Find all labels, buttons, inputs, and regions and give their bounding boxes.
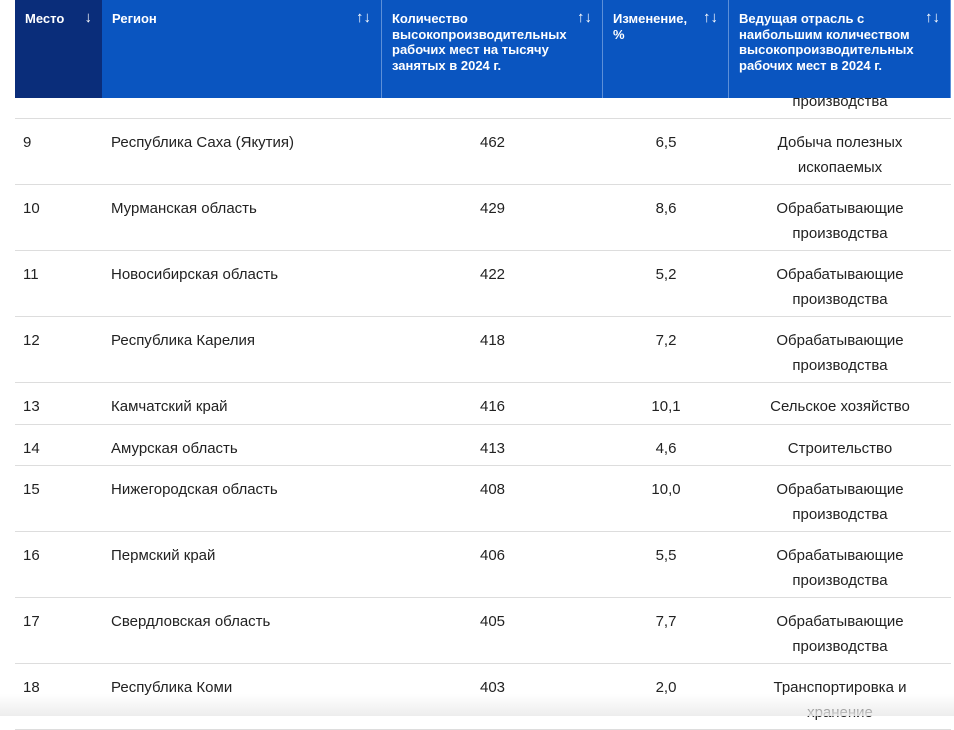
cell-region: Амурская область — [111, 439, 238, 457]
column-label: Место — [25, 11, 65, 26]
cell-region: Камчатский край — [111, 398, 228, 415]
cell-industry: Обрабатывающие производства — [776, 332, 904, 374]
cell-rank: 9 — [23, 134, 32, 151]
sort-icon[interactable]: ↑↓ — [356, 9, 371, 26]
table-body: Обрабатывающие производства 9 Республика … — [15, 53, 951, 730]
table-row: 17 Свердловская область 405 7,7 Обрабатывающ… — [15, 598, 951, 664]
column-header-change[interactable]: Изменение, % ↑↓ — [603, 0, 729, 98]
column-label: Изменение, % — [613, 11, 688, 42]
table-row: 13 Камчатский край 416 10,1 Сельское хозяйст… — [15, 383, 951, 425]
cell-industry: Добыча полезных ископаемых — [777, 134, 903, 176]
cell-change: 10,0 — [651, 481, 681, 498]
cell-rank: 17 — [23, 613, 40, 630]
cell-rank: 16 — [23, 547, 40, 564]
column-header-count[interactable]: Количество высокопроизводительных рабочи… — [382, 0, 603, 98]
cell-change: 8,6 — [655, 200, 677, 217]
cell-count: 408 — [479, 481, 506, 498]
cell-industry: Строительство — [787, 439, 893, 457]
cell-region: Республика Карелия — [111, 332, 255, 349]
cell-count: 405 — [479, 613, 506, 630]
cell-industry: Обрабатывающие производства — [776, 266, 904, 308]
cell-rank: 10 — [23, 200, 40, 217]
cell-region: Свердловская область — [111, 613, 271, 630]
scroll-fade — [0, 694, 954, 716]
column-header-rank[interactable]: Место ↓ — [15, 0, 102, 98]
cell-rank: 12 — [23, 332, 40, 349]
cell-industry: Обрабатывающие производства — [776, 547, 904, 589]
table-row: 12 Республика Карелия 418 7,2 Обрабатывающие… — [15, 317, 951, 383]
cell-industry: Обрабатывающие производства — [776, 481, 904, 523]
column-header-industry[interactable]: Ведущая отрасль с наибольшим количеством… — [729, 0, 951, 98]
cell-region: Мурманская область — [111, 200, 257, 217]
cell-industry: Сельское хозяйство — [770, 398, 910, 415]
cell-change: 4,6 — [655, 439, 677, 457]
table-row: 10 Мурманская область 429 8,6 Обрабатывающие… — [15, 185, 951, 251]
table-row: 11 Новосибирская область 422 5,2 Обрабатываю… — [15, 251, 951, 317]
sort-desc-icon[interactable]: ↓ — [84, 9, 93, 26]
column-header-region[interactable]: Регион ↑↓ — [102, 0, 382, 98]
cell-count: 422 — [479, 266, 506, 283]
cell-change: 6,5 — [655, 134, 677, 151]
cell-region: Республика Коми — [111, 679, 233, 696]
cell-industry: Обрабатывающие производства — [776, 200, 904, 242]
table-row: 14 Амурская область 413 4,6 Строительство — [15, 425, 951, 466]
cell-count: 416 — [479, 398, 506, 415]
cell-rank: 18 — [23, 679, 40, 696]
cell-rank: 13 — [23, 398, 40, 415]
cell-change: 2,0 — [655, 679, 677, 696]
cell-change: 5,2 — [655, 266, 677, 283]
cell-region: Республика Саха (Якутия) — [111, 134, 295, 151]
cell-region: Пермский край — [111, 547, 216, 564]
cell-region: Нижегородская область — [111, 481, 278, 498]
table-row: 9 Республика Саха (Якутия) 462 6,5 Добыча по… — [15, 119, 951, 185]
cell-industry: Обрабатывающие производства — [776, 613, 904, 655]
cell-count: 429 — [479, 200, 506, 217]
column-label: Ведущая отрасль с наибольшим количеством… — [739, 11, 914, 73]
table-row: 16 Пермский край 406 5,5 Обрабатывающие прои… — [15, 532, 951, 598]
cell-rank: 14 — [23, 439, 40, 457]
table-row: 15 Нижегородская область 408 10,0 Обрабатыва… — [15, 466, 951, 532]
sort-icon[interactable]: ↑↓ — [577, 9, 592, 26]
cell-count: 403 — [479, 679, 506, 696]
cell-change: 7,7 — [655, 613, 677, 630]
table-header: Место ↓ Регион ↑↓ Количество высокопроизво… — [15, 0, 951, 98]
sort-icon[interactable]: ↑↓ — [703, 9, 718, 26]
column-label: Количество высокопроизводительных рабочи… — [392, 11, 567, 73]
cell-count: 413 — [479, 439, 506, 457]
cell-count: 406 — [479, 547, 506, 564]
cell-change: 5,5 — [655, 547, 677, 564]
cell-count: 462 — [479, 134, 506, 151]
cell-rank: 11 — [23, 266, 39, 283]
sort-icon[interactable]: ↑↓ — [925, 9, 940, 26]
column-label: Регион — [112, 11, 157, 26]
cell-change: 7,2 — [655, 332, 677, 349]
cell-count: 418 — [479, 332, 506, 349]
cell-region: Новосибирская область — [111, 266, 279, 283]
cell-change: 10,1 — [651, 398, 681, 415]
cell-rank: 15 — [23, 481, 40, 498]
